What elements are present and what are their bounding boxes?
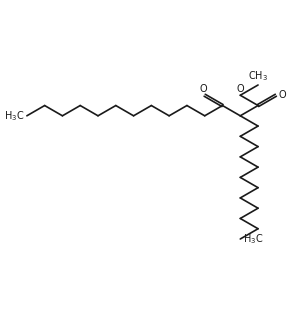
Text: H$_3$C: H$_3$C bbox=[4, 109, 24, 123]
Text: O: O bbox=[236, 84, 244, 94]
Text: O: O bbox=[278, 90, 286, 100]
Text: O: O bbox=[200, 84, 207, 94]
Text: H$_3$C: H$_3$C bbox=[243, 232, 263, 246]
Text: CH$_3$: CH$_3$ bbox=[248, 70, 268, 83]
